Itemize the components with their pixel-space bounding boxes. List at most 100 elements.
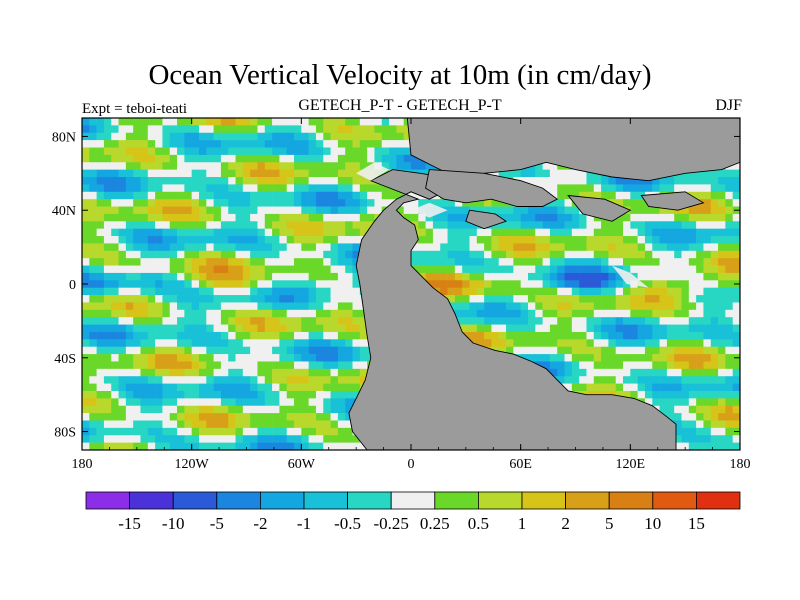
field-cell xyxy=(630,354,638,362)
field-cell xyxy=(250,390,258,399)
field-cell xyxy=(330,169,339,178)
field-cell xyxy=(520,272,529,281)
field-cell xyxy=(579,265,587,274)
field-cell xyxy=(593,177,602,185)
field-cell xyxy=(286,435,295,443)
field-cell xyxy=(301,331,309,340)
field-cell xyxy=(615,199,624,207)
field-cell xyxy=(527,169,536,178)
field-cell xyxy=(549,184,558,193)
field-cell xyxy=(345,324,353,333)
field-cell xyxy=(725,199,733,207)
field-cell xyxy=(147,199,156,207)
field-cell xyxy=(169,309,178,318)
field-cell xyxy=(264,435,273,443)
field-cell xyxy=(476,250,485,259)
field-cell xyxy=(725,339,733,348)
field-cell xyxy=(703,413,712,421)
field-cell xyxy=(725,295,733,303)
field-cell xyxy=(162,435,171,443)
field-cell xyxy=(520,250,529,259)
field-cell xyxy=(506,169,514,178)
field-cell xyxy=(220,354,229,362)
colorbar-swatch xyxy=(390,491,436,510)
field-cell xyxy=(96,236,105,244)
field-cell xyxy=(396,162,404,170)
field-cell xyxy=(272,154,280,163)
field-cell xyxy=(147,280,156,288)
field-cell xyxy=(89,221,97,229)
field-cell xyxy=(294,324,302,333)
field-cell xyxy=(513,302,521,311)
field-cell xyxy=(542,272,551,281)
field-cell xyxy=(601,295,609,303)
field-cell xyxy=(89,317,97,325)
field-cell xyxy=(520,228,529,237)
field-cell xyxy=(549,236,558,244)
field-cell xyxy=(725,331,733,340)
field-cell xyxy=(82,228,90,237)
field-cell xyxy=(601,324,609,333)
field-cell xyxy=(191,184,200,193)
field-cell xyxy=(228,272,236,281)
field-cell xyxy=(315,435,324,443)
field-cell xyxy=(579,354,587,362)
field-cell xyxy=(294,361,302,370)
field-cell xyxy=(147,435,156,443)
field-cell xyxy=(403,206,412,215)
field-cell xyxy=(315,221,324,229)
field-cell xyxy=(301,295,309,303)
field-cell xyxy=(535,213,543,222)
field-cell xyxy=(213,302,222,311)
field-cell xyxy=(250,376,258,384)
field-cell xyxy=(147,324,156,333)
field-cell xyxy=(725,287,733,296)
field-cell xyxy=(184,287,192,296)
field-cell xyxy=(659,258,668,266)
field-cell xyxy=(162,162,171,170)
field-cell xyxy=(418,258,426,266)
field-cell xyxy=(637,317,646,325)
field-cell xyxy=(337,213,346,222)
field-cell xyxy=(681,243,690,252)
field-cell xyxy=(111,177,119,185)
field-cell xyxy=(294,287,302,296)
field-cell xyxy=(279,206,288,215)
field-cell xyxy=(571,361,580,370)
field-cell xyxy=(242,317,251,325)
field-cell xyxy=(476,280,485,288)
field-cell xyxy=(198,354,207,362)
field-cell xyxy=(308,376,317,384)
field-cell xyxy=(593,361,602,370)
field-cell xyxy=(411,243,419,252)
field-cell xyxy=(133,258,141,266)
field-cell xyxy=(103,199,112,207)
field-cell xyxy=(206,413,214,421)
field-cell xyxy=(228,280,236,288)
field-cell xyxy=(710,213,719,222)
field-cell xyxy=(206,125,214,134)
field-cell xyxy=(242,265,251,274)
field-cell xyxy=(191,354,200,362)
field-cell xyxy=(732,309,740,318)
field-cell xyxy=(286,243,295,252)
field-cell xyxy=(601,191,609,200)
field-cell xyxy=(666,376,675,384)
field-cell xyxy=(527,324,536,333)
field-cell xyxy=(454,272,463,281)
field-cell xyxy=(469,287,478,296)
field-cell xyxy=(301,118,309,126)
field-cell xyxy=(133,140,141,148)
field-cell xyxy=(352,331,361,340)
field-cell xyxy=(169,243,178,252)
field-cell xyxy=(111,390,119,399)
field-cell xyxy=(506,228,514,237)
field-cell xyxy=(491,236,500,244)
field-cell xyxy=(125,250,134,259)
field-cell xyxy=(549,265,558,274)
field-cell xyxy=(162,191,171,200)
field-cell xyxy=(330,309,339,318)
field-cell xyxy=(732,420,740,429)
field-cell xyxy=(315,442,324,450)
field-cell xyxy=(250,236,258,244)
